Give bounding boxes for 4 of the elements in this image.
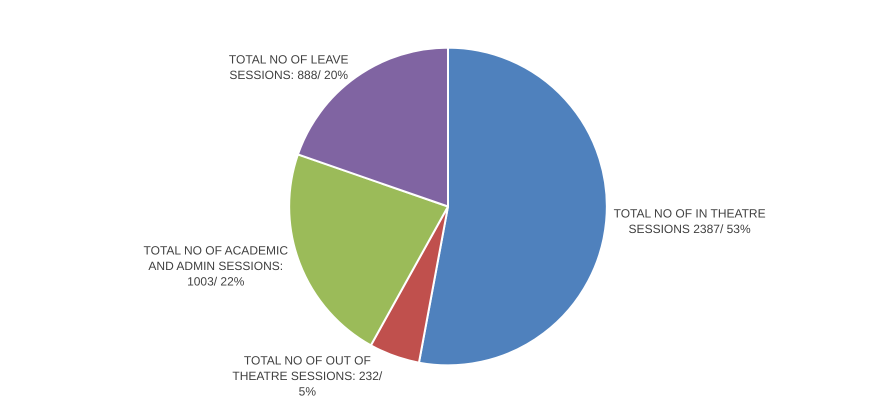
slice-label: TOTAL NO OF ACADEMIC AND ADMIN SESSIONS: 1003/ 22%: [144, 243, 288, 289]
slice-label: TOTAL NO OF LEAVE SESSIONS: 888/ 20%: [228, 52, 348, 82]
slice-label: TOTAL NO OF OUT OF THEATRE SESSIONS: 232/ 5%: [232, 353, 383, 399]
slice-label: TOTAL NO OF IN THEATRE SESSIONS 2387/ 53%: [614, 206, 766, 236]
